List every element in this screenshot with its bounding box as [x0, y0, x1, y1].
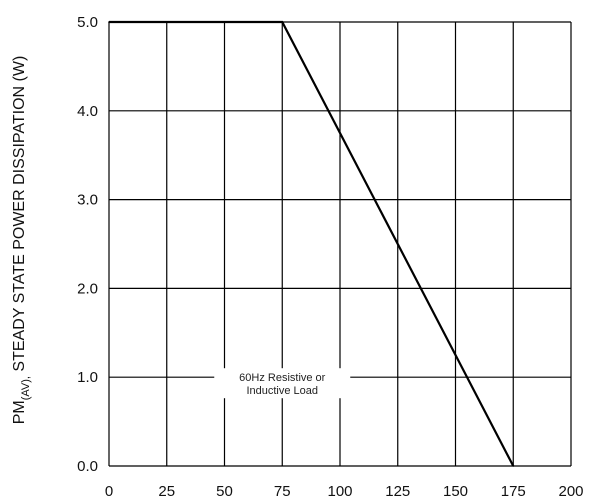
x-tick-label: 50 [216, 483, 233, 499]
series-layer [108, 20, 515, 467]
series-point [512, 465, 515, 467]
y-axis-title-prefix: PM [11, 400, 28, 424]
y-tick-label: 2.0 [77, 280, 98, 297]
annotation-box [214, 368, 351, 399]
series-point [108, 21, 110, 23]
y-tick-label: 0.0 [77, 458, 98, 475]
y-axis-title-subscript: (AV), [20, 376, 32, 400]
series-point [281, 21, 284, 23]
y-tick-label: 4.0 [77, 103, 98, 120]
y-tick-label: 5.0 [77, 14, 98, 31]
y-tick-label: 1.0 [77, 369, 98, 386]
y-axis-title-text: STEADY STATE POWER DISSIPATION (W) [11, 56, 28, 376]
annotation-text-line: 60Hz Resistive or [239, 372, 326, 384]
x-tick-label: 75 [274, 483, 291, 499]
x-tick-label: 25 [158, 483, 175, 499]
x-tick-label: 150 [443, 483, 468, 499]
y-axis-title: PM(AV), STEADY STATE POWER DISSIPATION (… [11, 56, 32, 425]
x-tick-label: 100 [327, 483, 352, 499]
label-layer: 0 25 50 75 100 125 150 175 200 0.0 1.0 2.0 3.0 4.0 5.0 [77, 14, 583, 499]
x-tick-label: 200 [558, 483, 583, 499]
y-tick-label: 3.0 [77, 192, 98, 209]
annotation-text-line: Inductive Load [246, 385, 318, 397]
grid-layer [108, 21, 572, 467]
x-tick-label: 0 [105, 483, 113, 499]
x-tick-label: 175 [501, 483, 526, 499]
series-line-0 [109, 20, 515, 467]
x-tick-label: 125 [385, 483, 410, 499]
